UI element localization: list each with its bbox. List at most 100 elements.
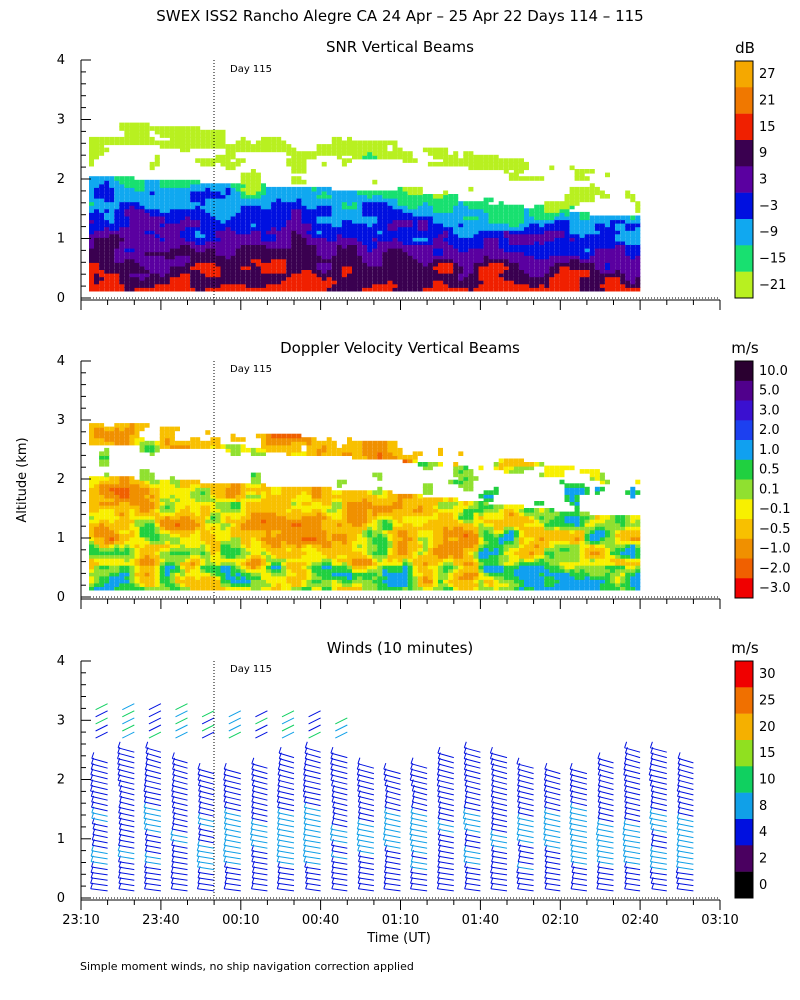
snr-cell — [205, 272, 211, 278]
snr-cell — [200, 244, 206, 249]
snr-cell — [584, 258, 590, 263]
snr-cell — [99, 261, 105, 267]
snr-cell — [387, 219, 393, 224]
snr-cell — [301, 219, 307, 224]
snr-cell — [326, 240, 332, 245]
doppler-cell — [89, 423, 94, 428]
doppler-cell — [281, 571, 287, 577]
snr-cell — [235, 251, 241, 256]
snr-cell — [159, 229, 165, 235]
snr-cell — [296, 226, 302, 231]
doppler-cell — [104, 462, 110, 467]
doppler-cell — [134, 585, 140, 591]
snr-cell — [382, 144, 388, 149]
colorbar-swatch — [735, 113, 753, 141]
snr-cell — [281, 240, 287, 245]
doppler-cell — [104, 515, 110, 520]
snr-cell — [513, 169, 519, 174]
snr-cell — [458, 272, 464, 278]
snr-cell — [519, 286, 524, 292]
doppler-cell — [195, 486, 201, 492]
snr-cell — [630, 269, 636, 274]
snr-cell — [503, 261, 509, 267]
snr-cell — [362, 211, 368, 217]
snr-cell — [473, 215, 479, 221]
snr-cell — [443, 219, 449, 224]
snr-cell — [559, 240, 565, 245]
snr-cell — [255, 240, 261, 245]
snr-cell — [417, 276, 423, 281]
snr-cell — [367, 222, 373, 228]
snr-cell — [513, 229, 519, 235]
snr-cell — [427, 226, 433, 231]
snr-cell — [321, 247, 327, 253]
snr-cell — [180, 247, 185, 253]
snr-cell — [453, 158, 459, 163]
doppler-cell — [134, 423, 140, 428]
snr-cell — [352, 140, 357, 146]
doppler-cell — [89, 575, 94, 580]
doppler-cell — [169, 437, 175, 442]
doppler-cell — [250, 504, 256, 510]
snr-cell — [589, 190, 595, 196]
snr-cell — [615, 240, 621, 245]
snr-cell — [554, 236, 560, 242]
snr-cell — [453, 211, 459, 217]
doppler-cell — [215, 550, 221, 556]
snr-cell — [559, 283, 565, 288]
snr-cell — [205, 208, 211, 213]
doppler-cell — [230, 504, 236, 510]
doppler-cell — [281, 525, 287, 531]
snr-cell — [311, 251, 317, 256]
snr-cell — [392, 272, 398, 278]
snr-cell — [139, 211, 145, 217]
colorbar-swatch — [735, 166, 753, 193]
snr-cell — [453, 261, 459, 267]
snr-cell — [519, 169, 524, 174]
doppler-cell — [210, 444, 216, 449]
snr-cell — [443, 269, 449, 274]
snr-cell — [478, 154, 484, 160]
snr-cell — [326, 219, 332, 224]
snr-cell — [296, 229, 302, 235]
snr-cell — [159, 240, 165, 245]
snr-cell — [433, 254, 438, 260]
doppler-cell — [134, 518, 140, 524]
snr-cell — [235, 204, 241, 210]
snr-cell — [190, 215, 196, 221]
snr-cell — [387, 140, 393, 146]
snr-cell — [559, 251, 565, 256]
doppler-cell — [255, 578, 261, 584]
snr-cell — [99, 147, 105, 153]
snr-cell — [316, 269, 322, 274]
snr-cell — [271, 147, 277, 153]
doppler-cell — [99, 497, 105, 502]
snr-cell — [427, 208, 433, 213]
snr-cell — [169, 272, 175, 278]
snr-cell — [144, 183, 150, 188]
snr-cell — [240, 279, 246, 285]
snr-cell — [281, 265, 287, 270]
snr-cell — [109, 194, 115, 199]
snr-cell — [493, 158, 499, 163]
snr-cell — [336, 144, 342, 149]
snr-cell — [139, 240, 145, 245]
snr-cell — [266, 201, 271, 206]
doppler-cell — [175, 504, 180, 510]
snr-cell — [301, 190, 307, 196]
doppler-cell — [159, 433, 165, 439]
snr-cell — [240, 194, 246, 199]
snr-cell — [589, 222, 595, 228]
doppler-cell — [250, 486, 256, 492]
doppler-cell — [114, 568, 120, 573]
doppler-cell — [266, 486, 271, 492]
snr-cell — [347, 215, 352, 221]
doppler-cell — [230, 501, 236, 506]
doppler-cell — [271, 561, 277, 566]
snr-cell — [453, 265, 459, 270]
snr-cell — [175, 133, 180, 138]
snr-cell — [493, 272, 499, 278]
snr-cell — [468, 201, 474, 206]
snr-cell — [154, 190, 160, 196]
doppler-cell — [154, 585, 160, 591]
